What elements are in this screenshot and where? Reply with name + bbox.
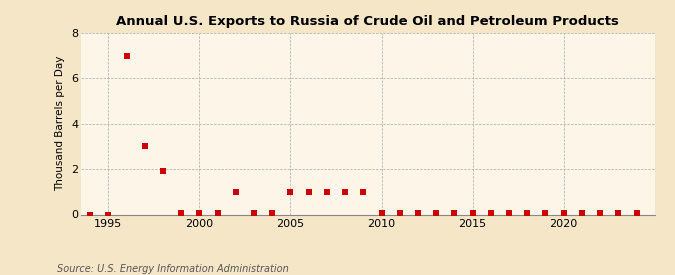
Text: Source: U.S. Energy Information Administration: Source: U.S. Energy Information Administ… <box>57 264 289 274</box>
Point <box>358 190 369 194</box>
Point <box>376 211 387 216</box>
Point <box>576 211 587 216</box>
Point <box>103 212 113 217</box>
Point <box>121 53 132 58</box>
Point <box>522 211 533 216</box>
Point <box>431 211 441 216</box>
Point <box>340 190 350 194</box>
Point <box>267 211 277 216</box>
Point <box>412 211 423 216</box>
Point <box>285 190 296 194</box>
Point <box>139 144 150 148</box>
Point <box>558 211 569 216</box>
Point <box>595 211 605 216</box>
Point <box>540 211 551 216</box>
Point <box>67 212 78 217</box>
Y-axis label: Thousand Barrels per Day: Thousand Barrels per Day <box>55 56 65 191</box>
Point <box>157 169 168 174</box>
Point <box>504 211 514 216</box>
Title: Annual U.S. Exports to Russia of Crude Oil and Petroleum Products: Annual U.S. Exports to Russia of Crude O… <box>116 15 620 28</box>
Point <box>321 190 332 194</box>
Point <box>303 190 314 194</box>
Point <box>230 190 241 194</box>
Point <box>485 211 496 216</box>
Point <box>194 211 205 216</box>
Point <box>449 211 460 216</box>
Point <box>176 211 186 216</box>
Point <box>212 211 223 216</box>
Point <box>84 212 95 217</box>
Point <box>613 211 624 216</box>
Point <box>394 211 405 216</box>
Point <box>467 211 478 216</box>
Point <box>631 211 642 216</box>
Point <box>248 211 259 216</box>
